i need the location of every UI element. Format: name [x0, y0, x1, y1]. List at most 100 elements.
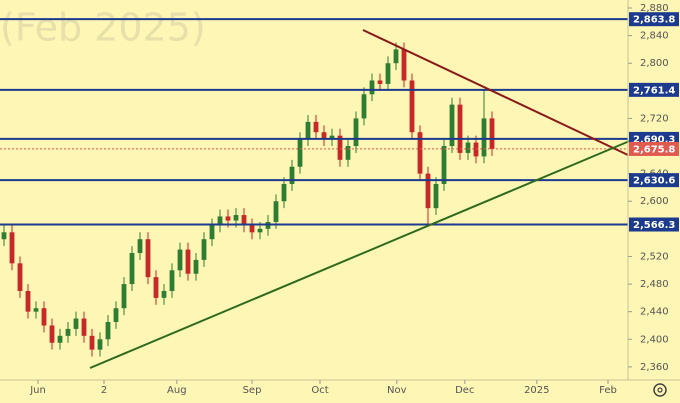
candle-body: [249, 225, 255, 233]
candle-body: [361, 94, 367, 119]
candle-body: [313, 121, 319, 133]
candle-body: [377, 80, 383, 84]
level-label-box: [629, 173, 679, 188]
candle-body: [129, 253, 135, 285]
candle-body: [425, 173, 431, 209]
candle-body: [441, 146, 447, 184]
candle-body: [329, 135, 335, 140]
candle-body: [305, 121, 311, 140]
candle-body: [449, 104, 455, 147]
y-tick-label: 2,480: [640, 279, 669, 290]
candle-body: [161, 290, 167, 298]
candle-body: [121, 284, 127, 309]
candle-body: [321, 132, 327, 140]
candle-body: [89, 335, 95, 350]
x-tick-label: 2: [101, 385, 107, 396]
candle-body: [25, 290, 31, 312]
candle-body: [209, 225, 215, 240]
x-tick-label: 2025: [524, 385, 549, 396]
candle-body: [345, 146, 351, 160]
candle-body: [33, 308, 39, 312]
y-tick-label: 2,600: [640, 196, 669, 207]
level-label: 2,690.3: [633, 134, 675, 145]
x-tick-label: Feb: [599, 385, 617, 396]
gear-outer[interactable]: [653, 383, 667, 397]
candle-body: [97, 339, 103, 350]
y-tick-label: 2,440: [640, 307, 669, 318]
level-label: 2,863.8: [633, 15, 675, 26]
candle-body: [81, 318, 87, 336]
candle-body: [1, 232, 7, 240]
x-tick-label: Oct: [311, 385, 328, 396]
candle-body: [41, 308, 47, 326]
y-tick-label: 2,840: [640, 31, 669, 42]
x-tick-label: Nov: [387, 385, 407, 396]
candle-body: [49, 325, 55, 343]
candle-body: [473, 142, 479, 157]
candle-body: [225, 216, 231, 221]
candle-body: [177, 249, 183, 271]
candle-body: [153, 277, 159, 298]
candle-body: [193, 259, 199, 274]
support-trendline: [89, 139, 633, 369]
candle-body: [137, 239, 143, 254]
candle-body: [201, 239, 207, 260]
candle-body: [17, 263, 23, 291]
candle-body: [489, 118, 495, 149]
gear-inner[interactable]: [657, 387, 663, 393]
y-tick-label: 2,360: [640, 362, 669, 373]
candle-body: [289, 166, 295, 184]
plot-area: [0, 18, 628, 357]
level-label: 2,566.3: [633, 220, 675, 231]
candle-body: [353, 118, 359, 147]
level-label-box: [629, 141, 679, 156]
candle-body: [217, 216, 223, 226]
candle-body: [409, 80, 415, 133]
candle-body: [169, 270, 175, 291]
candle-body: [273, 201, 279, 222]
watermark: (Feb 2025): [0, 6, 206, 50]
level-label-box: [629, 217, 679, 232]
level-label: 2,675.8: [633, 144, 675, 155]
candle-body: [433, 183, 439, 209]
level-label-box: [629, 12, 679, 27]
candle-body: [281, 183, 287, 202]
candle-body: [337, 135, 343, 160]
settings-icon[interactable]: [653, 383, 667, 397]
candle-body: [393, 49, 399, 64]
candle-body: [145, 239, 151, 278]
axes: 2,8802,8402,8002,7202,6402,6002,5202,480…: [29, 3, 679, 396]
candle-body: [241, 215, 247, 226]
y-tick-label: 2,520: [640, 251, 669, 262]
candle-body: [65, 328, 71, 336]
y-tick-label: 2,800: [640, 58, 669, 69]
candle-body: [369, 80, 375, 95]
candle-body: [481, 118, 487, 157]
candle-body: [105, 322, 111, 340]
x-tick-label: Sep: [243, 385, 262, 396]
y-tick-label: 2,400: [640, 334, 669, 345]
level-label: 2,630.6: [633, 176, 675, 187]
candle-body: [385, 63, 391, 84]
candle-body: [233, 215, 239, 221]
candle-body: [113, 308, 119, 323]
candle-body: [257, 228, 263, 233]
level-label-box: [629, 82, 679, 97]
candle-body: [417, 132, 423, 174]
candle-body: [185, 249, 191, 274]
candle-body: [73, 318, 79, 329]
candle-body: [297, 139, 303, 167]
x-tick-label: Jun: [29, 385, 46, 396]
level-label: 2,761.4: [633, 85, 675, 96]
resistance-trendline: [362, 29, 629, 156]
x-tick-label: Aug: [167, 385, 187, 396]
x-tick-label: Dec: [455, 385, 474, 396]
candle-body: [57, 335, 63, 343]
candle-body: [9, 232, 15, 264]
candle-body: [465, 142, 471, 153]
y-tick-label: 2,720: [640, 113, 669, 124]
y-tick-label: 2,880: [640, 3, 669, 14]
candle-body: [401, 49, 407, 81]
